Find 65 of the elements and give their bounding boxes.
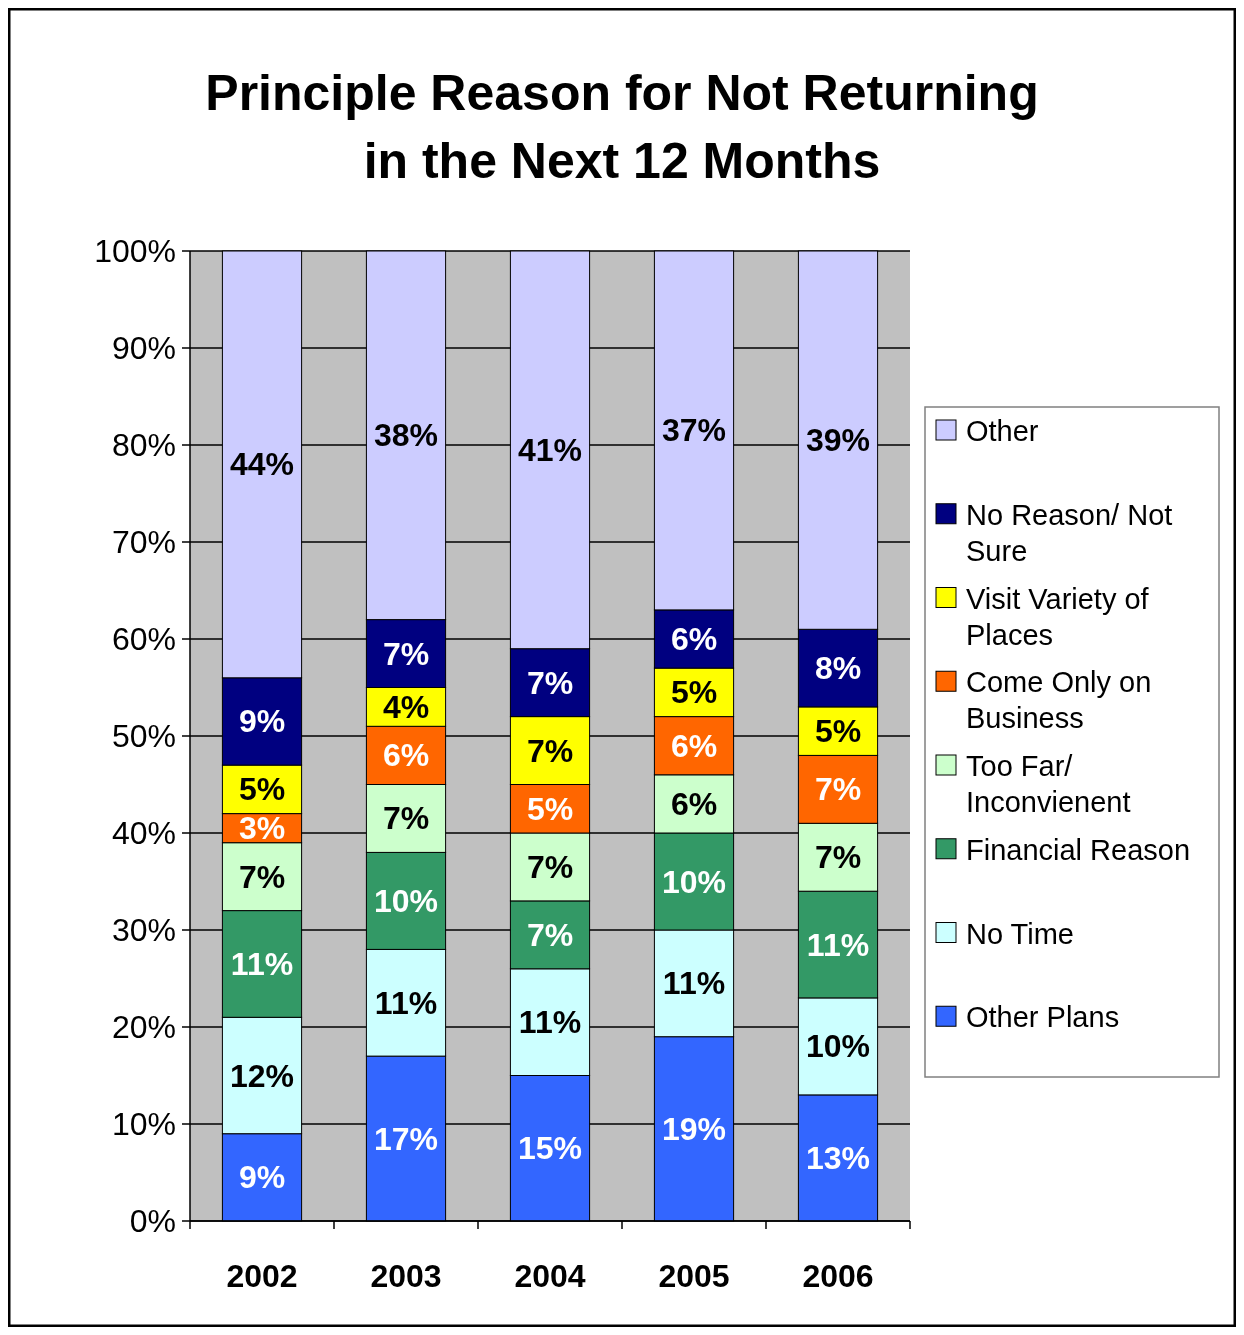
data-label: 7% <box>382 800 430 837</box>
data-label: 11% <box>518 1004 582 1041</box>
x-tick-label: 2002 <box>226 1258 298 1294</box>
data-label: 11% <box>374 984 438 1021</box>
legend-label: Too Far/ Inconvienent <box>966 750 1131 818</box>
data-label: 10% <box>373 882 439 919</box>
legend-label: Visit Variety of Places <box>966 582 1150 651</box>
y-tick-label: 80% <box>111 427 176 463</box>
data-label: 7% <box>526 916 574 953</box>
legend-label: No Reason/ Not Sure <box>966 498 1173 567</box>
data-label: 5% <box>238 771 286 808</box>
data-label: 10% <box>805 1028 871 1065</box>
data-label: 6% <box>382 737 430 774</box>
data-label: 6% <box>670 785 718 822</box>
y-tick-label: 30% <box>111 912 176 948</box>
x-tick-label: 2004 <box>514 1258 586 1294</box>
data-label: 38% <box>373 417 439 454</box>
x-tick-label: 2005 <box>658 1258 730 1294</box>
data-label: 39% <box>805 422 871 459</box>
data-label: 6% <box>670 621 718 657</box>
data-label: 9% <box>238 1159 286 1196</box>
y-tick-label: 0% <box>129 1203 176 1239</box>
data-label: 9% <box>238 703 286 740</box>
x-tick-label: 2006 <box>802 1258 874 1294</box>
data-label: 12% <box>229 1057 295 1094</box>
data-label: 4% <box>382 688 430 725</box>
data-label: 41% <box>517 431 583 468</box>
data-label: 17% <box>373 1120 439 1157</box>
y-tick-label: 40% <box>111 815 176 851</box>
data-label: 37% <box>661 412 727 449</box>
legend-label: Other Plans <box>966 1001 1120 1034</box>
chart-title: Principle Reason for Not Returning in the Next 12 Months <box>205 65 1039 189</box>
data-label: 15% <box>517 1130 583 1167</box>
data-label: 10% <box>661 863 727 900</box>
data-label: 7% <box>526 732 574 769</box>
y-tick-label: 70% <box>111 524 176 560</box>
y-tick-label: 10% <box>111 1106 176 1142</box>
legend-label: Financial Reason <box>966 833 1191 866</box>
legend-label: No Time <box>966 917 1074 950</box>
y-tick-label: 20% <box>111 1009 176 1045</box>
legend-label: Come Only on Business <box>966 666 1152 735</box>
y-tick-label: 100% <box>94 233 176 269</box>
data-label: 3% <box>238 810 286 847</box>
y-tick-label: 90% <box>111 330 176 366</box>
data-label: 7% <box>814 771 862 808</box>
data-label: 7% <box>526 664 574 701</box>
legend-label: Other <box>966 415 1039 447</box>
data-label: 6% <box>670 727 718 764</box>
data-label: 13% <box>805 1139 871 1176</box>
y-tick-label: 60% <box>111 621 176 657</box>
data-label: 7% <box>238 858 286 895</box>
data-label: 5% <box>526 790 574 827</box>
x-tick-label: 2003 <box>370 1258 442 1294</box>
data-label: 5% <box>670 674 718 711</box>
data-label: 7% <box>526 848 574 885</box>
data-label: 7% <box>382 635 430 672</box>
data-label: 11% <box>662 965 726 1002</box>
data-label: 7% <box>814 839 862 876</box>
data-label: 5% <box>814 713 862 750</box>
data-label: 44% <box>229 446 295 483</box>
data-label: 11% <box>230 945 294 982</box>
data-label: 11% <box>806 926 870 963</box>
data-label: 8% <box>814 650 862 687</box>
y-tick-label: 50% <box>111 718 176 754</box>
data-label: 19% <box>661 1110 727 1147</box>
